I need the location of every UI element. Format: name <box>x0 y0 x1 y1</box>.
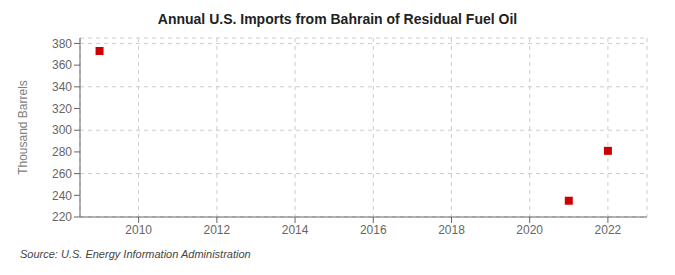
svg-text:280: 280 <box>52 145 72 159</box>
svg-text:2012: 2012 <box>204 223 231 237</box>
svg-text:Thousand Barrels: Thousand Barrels <box>16 80 30 175</box>
svg-text:360: 360 <box>52 58 72 72</box>
svg-text:380: 380 <box>52 37 72 51</box>
svg-text:2022: 2022 <box>595 223 622 237</box>
svg-text:340: 340 <box>52 80 72 94</box>
svg-text:2016: 2016 <box>360 223 387 237</box>
svg-text:220: 220 <box>52 210 72 224</box>
svg-text:2020: 2020 <box>516 223 543 237</box>
svg-text:2014: 2014 <box>282 223 309 237</box>
svg-text:2010: 2010 <box>125 223 152 237</box>
svg-text:300: 300 <box>52 123 72 137</box>
svg-text:2018: 2018 <box>438 223 465 237</box>
svg-text:260: 260 <box>52 167 72 181</box>
html-text:Annual U.S. Imports from Bahra: Annual U.S. Imports from Bahrain of Resi… <box>157 11 518 27</box>
html-text:Source: U.S. Energy Informatio: Source: U.S. Energy Information Administ… <box>20 248 251 260</box>
svg-text:240: 240 <box>52 189 72 203</box>
svg-text:320: 320 <box>52 102 72 116</box>
